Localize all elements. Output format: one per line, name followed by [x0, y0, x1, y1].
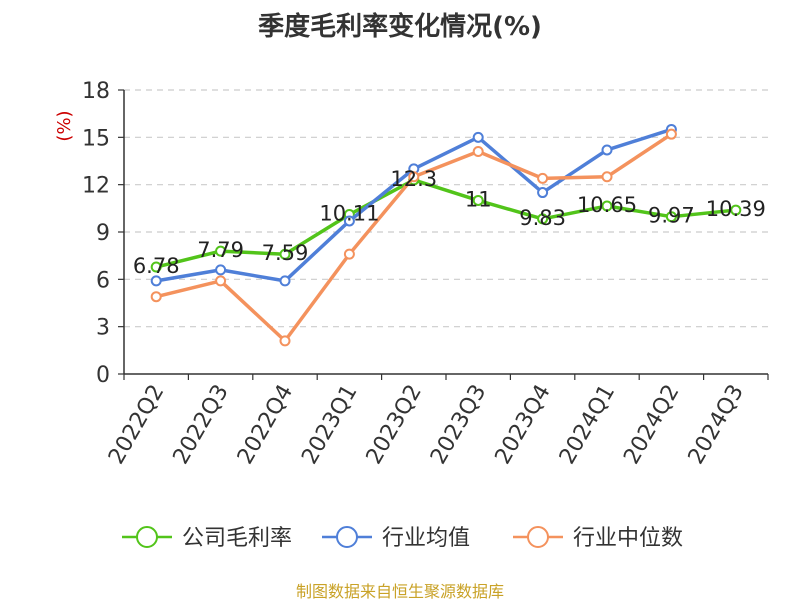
data-point	[601, 144, 613, 156]
data-point	[537, 187, 549, 199]
data-point	[730, 204, 742, 216]
data-point	[150, 275, 162, 287]
data-label: 9.97	[648, 204, 695, 228]
data-point	[279, 275, 291, 287]
data-label: 7.79	[197, 238, 244, 262]
data-point	[601, 200, 613, 212]
chart-title: 季度毛利率变化情况(%)	[258, 12, 542, 42]
y-tick-label: 18	[82, 79, 110, 104]
data-point	[665, 128, 677, 140]
data-point	[343, 248, 355, 260]
data-point	[215, 245, 227, 257]
data-point	[279, 248, 291, 260]
x-tick-label: 2022Q2	[104, 381, 169, 469]
data-point	[150, 291, 162, 303]
y-tick-label: 12	[82, 174, 110, 199]
data-label: 9.83	[519, 206, 566, 230]
legend: 公司毛利率 行业均值 行业中位数	[122, 526, 683, 551]
data-point	[150, 261, 162, 273]
y-tick-label: 3	[96, 316, 110, 341]
data-label: 7.59	[262, 241, 309, 265]
x-tick-label: 2022Q4	[233, 381, 298, 469]
data-point	[472, 194, 484, 206]
x-tick-label: 2023Q4	[490, 381, 555, 469]
data-labels: 6.78 7.79 7.59 10.11 12.3 11 9.83 10.65 9.97 10.3…	[133, 167, 766, 278]
series-line	[155, 178, 736, 269]
x-tick-label: 2023Q2	[362, 381, 427, 469]
data-point	[343, 215, 355, 227]
data-label: 11	[465, 187, 492, 211]
data-label: 12.3	[390, 167, 437, 191]
data-point	[601, 171, 613, 183]
data-point	[537, 213, 549, 225]
data-point	[215, 275, 227, 287]
data-point	[665, 211, 677, 223]
data-point	[279, 335, 291, 347]
x-tick-label: 2024Q3	[684, 381, 749, 469]
data-point	[472, 131, 484, 143]
y-tick-label: 0	[96, 363, 110, 388]
x-tick-label: 2023Q3	[426, 381, 491, 469]
x-tick-label: 2024Q1	[555, 381, 620, 469]
series-lines	[150, 123, 742, 347]
data-point	[215, 264, 227, 276]
data-point	[472, 146, 484, 158]
data-label: 10.11	[319, 201, 379, 225]
y-tick-label: 6	[96, 268, 110, 293]
data-label: 10.39	[706, 197, 766, 221]
x-tick-label: 2022Q3	[168, 381, 233, 469]
x-tick-label: 2024Q2	[619, 381, 684, 469]
legend-marker	[527, 526, 549, 548]
legend-label: 公司毛利率	[182, 526, 292, 551]
data-label: 6.78	[133, 254, 180, 278]
legend-label: 行业均值	[382, 526, 470, 551]
data-point	[537, 172, 549, 184]
y-tick-label: 15	[82, 126, 110, 151]
legend-label: 行业中位数	[573, 526, 683, 551]
y-axis-label: (%)	[54, 110, 75, 141]
data-label: 10.65	[577, 193, 637, 217]
legend-marker	[336, 526, 358, 548]
grid-lines	[124, 89, 768, 328]
data-point	[408, 171, 420, 183]
legend-marker	[136, 526, 158, 548]
source-note: 制图数据来自恒生聚源数据库	[295, 582, 504, 601]
x-tick-label: 2023Q1	[297, 381, 362, 469]
y-tick-label: 9	[96, 221, 110, 246]
